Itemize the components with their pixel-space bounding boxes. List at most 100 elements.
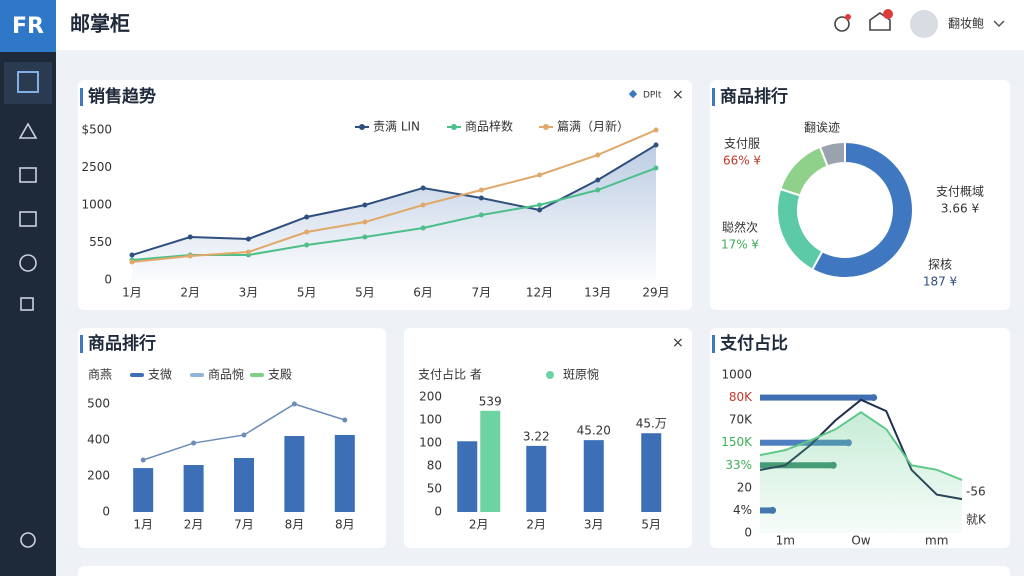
logo-box [0, 0, 56, 52]
point [129, 252, 135, 258]
y-tick-label: 0 [434, 505, 442, 519]
dropdown[interactable] [993, 20, 1005, 28]
legend-title: 商燕 [88, 367, 112, 382]
slice-label: 翻诶迹 [804, 120, 840, 135]
point [304, 214, 310, 220]
nav-active[interactable] [4, 62, 52, 104]
point [187, 234, 193, 240]
x-tick-label: 6月 [413, 286, 433, 300]
x-tick-label: 7月 [472, 286, 492, 300]
x-tick-label: Ow [851, 534, 870, 548]
y-tick-label: 0 [744, 526, 752, 540]
bar [133, 468, 154, 512]
slice-label: 17% ¥ [721, 238, 759, 252]
bar [526, 445, 547, 512]
line [131, 144, 657, 256]
line [759, 411, 963, 481]
slice-label: 支付服 [724, 137, 760, 151]
point [595, 152, 601, 158]
point [537, 202, 543, 208]
point [420, 202, 426, 208]
bar [284, 436, 305, 512]
legend-dot [451, 124, 457, 130]
card-title: 商品排行 [88, 333, 156, 354]
point [653, 127, 659, 133]
x-tick-label: 2月 [526, 518, 546, 532]
y-tick-label: 200 [419, 390, 442, 404]
point [478, 212, 484, 218]
user-name[interactable]: 翻妆鲍 [948, 17, 984, 31]
card [78, 328, 386, 548]
y-tick-label: 200 [87, 469, 110, 483]
bar [457, 441, 478, 512]
y-tick-label: 4% [733, 503, 752, 517]
point [291, 401, 297, 407]
card-title: 支付占比 者 [418, 367, 482, 382]
x-tick-label: 7月 [234, 518, 254, 532]
legend-label: 篇满（月新） [557, 119, 629, 134]
area [760, 412, 962, 533]
point [304, 242, 310, 248]
y-tick-label: 100 [419, 413, 442, 427]
y-tick-label: $500 [81, 123, 112, 137]
point [478, 187, 484, 193]
nav-icon[interactable] [17, 71, 39, 93]
app-title: 邮掌柜 [70, 12, 130, 36]
donut-slice [818, 140, 846, 168]
y-tick-label: 33% [725, 458, 752, 472]
bar-label: 3.22 [523, 429, 550, 443]
bar [641, 433, 662, 512]
nav-icon[interactable] [19, 167, 37, 183]
point [362, 234, 368, 240]
bar [583, 440, 604, 512]
point [191, 440, 197, 446]
x-tick-label: 8月 [335, 518, 355, 532]
point [595, 187, 601, 193]
x-tick-label: 5月 [297, 286, 317, 300]
x-tick-label: 13月 [584, 286, 611, 300]
legend-dot [546, 371, 554, 379]
legend-label: 斑原惋 [563, 367, 599, 382]
slice-label: 聪然次 [722, 220, 758, 235]
bar-label: 539 [479, 394, 502, 408]
point [241, 432, 247, 438]
x-tick-label: 2月 [469, 518, 489, 532]
title-bar [712, 335, 715, 353]
point [478, 195, 484, 201]
refresh-icon[interactable] [834, 16, 850, 32]
x-tick-label: 2月 [180, 286, 200, 300]
legend-dot [359, 124, 365, 130]
slice-label: 支付概域 [936, 185, 984, 199]
nav-icon[interactable] [20, 297, 34, 311]
legend-dot [543, 124, 549, 130]
close-button[interactable]: × [672, 87, 684, 103]
line [131, 129, 657, 263]
point [537, 207, 543, 213]
nav-icon[interactable] [19, 211, 37, 227]
point [342, 417, 348, 423]
x-tick-label: 12月 [526, 286, 553, 300]
nav-icon[interactable] [19, 254, 37, 272]
y-tick-label: 150K [721, 435, 753, 449]
bar-label: 45.20 [577, 424, 611, 438]
point [595, 177, 601, 183]
logo: FR [12, 14, 44, 39]
badge [845, 14, 851, 20]
badge [883, 9, 893, 19]
bar-label: 45.万 [636, 417, 667, 431]
donut-slice [810, 140, 914, 279]
point [140, 457, 146, 463]
legend-label: 支殿 [268, 368, 292, 382]
close-button[interactable]: × [672, 335, 684, 351]
legend-label: 支微 [148, 368, 172, 382]
y-tick-label: 1000 [721, 368, 752, 382]
nav-icon[interactable] [18, 122, 38, 139]
settings-icon[interactable] [20, 532, 36, 548]
avatar[interactable] [910, 10, 938, 38]
card [710, 80, 1010, 310]
y-tick-label: 80K [729, 390, 753, 404]
point [362, 202, 368, 208]
slice-label: 66% ¥ [723, 154, 761, 168]
point [362, 219, 368, 225]
